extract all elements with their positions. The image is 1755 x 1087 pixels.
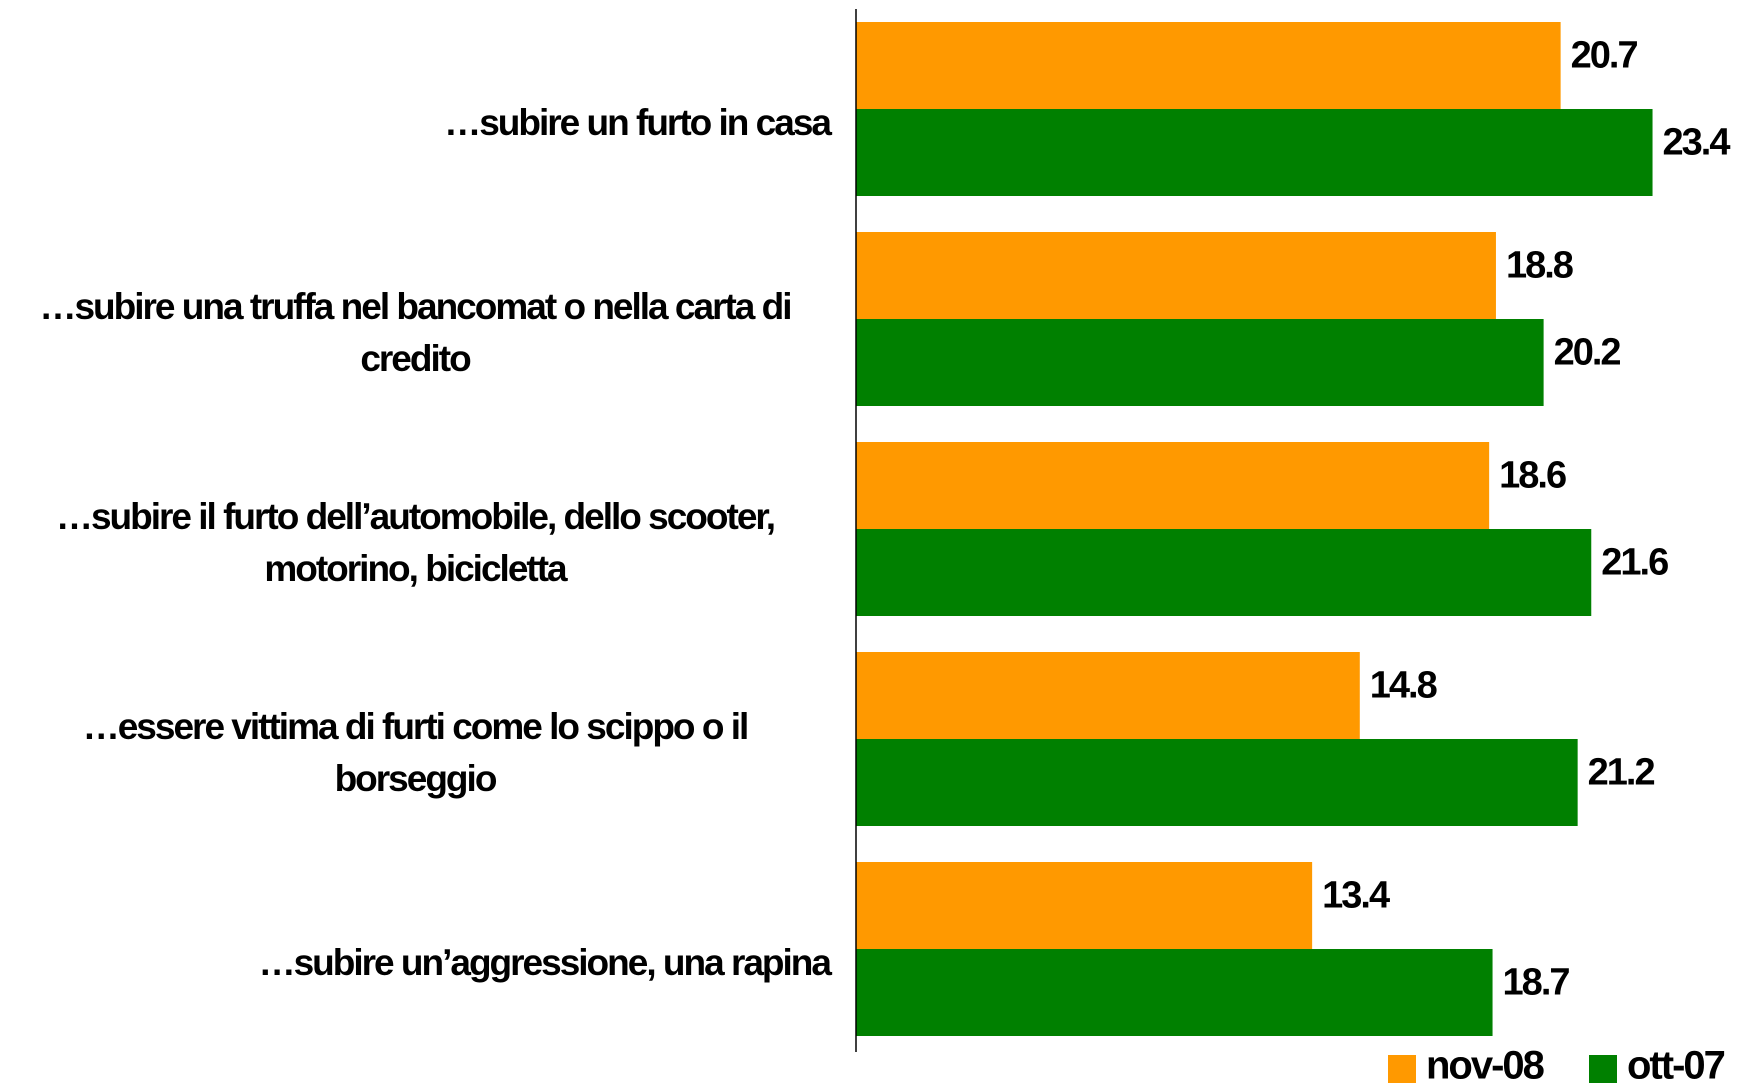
category-label-box: …essere vittima di furti come lo scippo … <box>0 701 830 805</box>
bar <box>856 319 1544 406</box>
category-label-box: …subire il furto dell’automobile, dello … <box>0 491 830 595</box>
value-label: 21.2 <box>1588 752 1655 794</box>
bar <box>856 109 1653 196</box>
value-label: 18.8 <box>1506 245 1573 287</box>
bar <box>856 232 1496 319</box>
value-label: 13.4 <box>1322 875 1390 917</box>
value-label: 23.4 <box>1663 122 1731 164</box>
value-label: 18.6 <box>1499 455 1566 497</box>
value-label: 20.2 <box>1554 332 1621 374</box>
category-label-box: …subire una truffa nel bancomat o nella … <box>0 281 830 385</box>
category-label-box: …subire un furto in casa <box>0 97 832 149</box>
category-label: …subire il furto dell’automobile, dello … <box>55 496 776 589</box>
bar <box>856 22 1561 109</box>
category-label: …subire una truffa nel bancomat o nella … <box>39 286 792 379</box>
bar <box>856 442 1490 529</box>
category-label: …subire un’aggressione, una rapina <box>258 942 832 983</box>
legend-swatch <box>1388 1055 1416 1083</box>
bar <box>856 862 1313 949</box>
category-label-box: …subire un’aggressione, una rapina <box>0 937 832 989</box>
category-label: …subire un furto in casa <box>444 102 832 143</box>
legend-label: nov-08 <box>1426 1044 1545 1087</box>
bar <box>856 949 1493 1036</box>
bar <box>856 529 1592 616</box>
legend-swatch <box>1589 1055 1617 1083</box>
bar <box>856 652 1360 739</box>
value-label: 14.8 <box>1370 665 1437 707</box>
value-label: 18.7 <box>1503 962 1570 1004</box>
value-label: 20.7 <box>1571 35 1638 77</box>
value-label: 21.6 <box>1601 542 1668 584</box>
category-label: …essere vittima di furti come lo scippo … <box>82 706 750 799</box>
bar <box>856 739 1578 826</box>
legend-label: ott-07 <box>1627 1044 1725 1087</box>
